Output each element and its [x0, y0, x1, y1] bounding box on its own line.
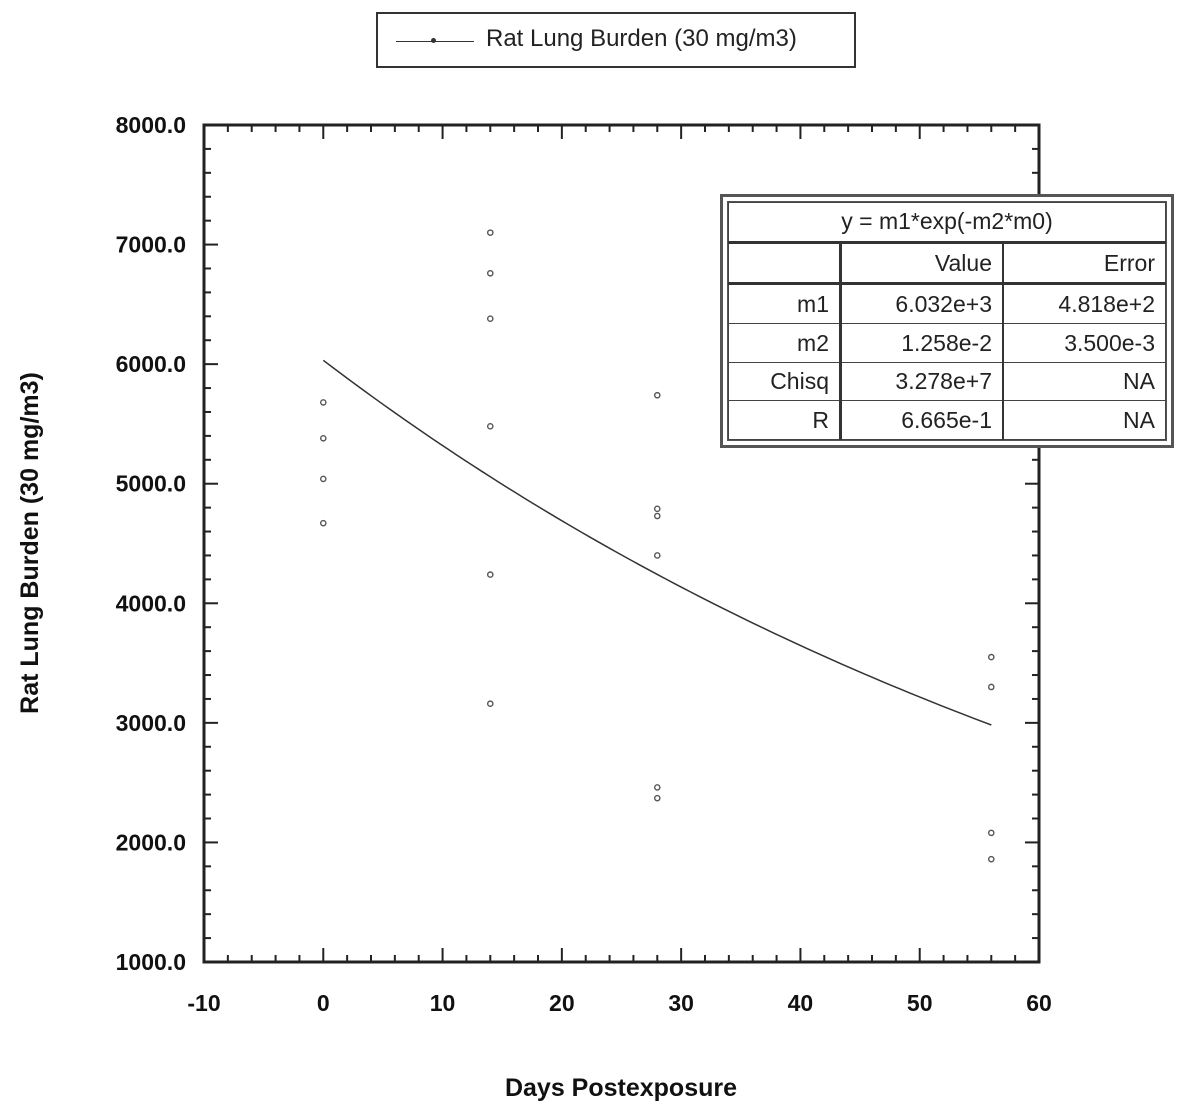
data-point [319, 475, 327, 483]
data-point [486, 315, 494, 323]
fit-param-name: R [728, 400, 842, 440]
data-point [987, 829, 995, 837]
data-point [319, 519, 327, 527]
fit-row: m1 6.032e+3 4.818e+2 [728, 283, 1166, 325]
fit-param-name: m2 [728, 323, 842, 363]
data-point [653, 505, 661, 513]
data-point [486, 229, 494, 236]
fit-param-value: 1.258e-2 [840, 323, 1004, 363]
y-tick-label: 7000.0 [116, 232, 186, 258]
y-tick-label: 4000.0 [116, 590, 186, 616]
fit-header-blank [728, 241, 842, 286]
fit-param-value: 6.032e+3 [840, 283, 1004, 325]
data-point [486, 571, 494, 578]
data-point [987, 855, 995, 863]
data-point [653, 784, 661, 791]
x-tick-labels: -10 0 10 20 30 40 50 60 [187, 990, 1051, 1016]
data-point [319, 399, 327, 406]
y-tick-label: 8000.0 [116, 112, 186, 138]
x-tick-label: 30 [668, 990, 694, 1016]
x-axis-label: Days Postexposure [505, 1074, 737, 1102]
data-point [486, 423, 494, 430]
data-point [653, 552, 661, 559]
fit-param-error: NA [1002, 361, 1166, 402]
fit-param-value: 3.278e+7 [840, 361, 1004, 402]
y-axis-label: Rat Lung Burden (30 mg/m3) [16, 372, 44, 714]
fit-header-value: Value [840, 241, 1004, 286]
data-point [653, 391, 661, 399]
fit-param-value: 6.665e-1 [840, 400, 1004, 440]
y-tick-label: 2000.0 [116, 829, 186, 855]
fit-results-table: y = m1*exp(-m2*m0) Value Error m1 6.032e… [720, 194, 1174, 448]
x-tick-label: 0 [317, 990, 330, 1016]
x-tick-label: 40 [788, 990, 814, 1016]
fit-param-error: NA [1002, 400, 1166, 440]
fit-row: Chisq 3.278e+7 NA [728, 361, 1166, 402]
x-tick-label: 50 [907, 990, 933, 1016]
fit-row: m2 1.258e-2 3.500e-3 [728, 323, 1166, 363]
fit-table: y = m1*exp(-m2*m0) Value Error m1 6.032e… [728, 202, 1166, 440]
fit-row: R 6.665e-1 NA [728, 400, 1166, 440]
data-point [987, 653, 995, 661]
fit-param-error: 3.500e-3 [1002, 323, 1166, 363]
fit-equation: y = m1*exp(-m2*m0) [728, 202, 1166, 244]
fit-curve [322, 359, 992, 726]
legend-label: Rat Lung Burden (30 mg/m3) [486, 25, 797, 52]
data-point [653, 512, 661, 520]
legend-marker-swatch [431, 38, 436, 43]
y-tick-label: 1000.0 [116, 949, 186, 975]
fit-header-error: Error [1002, 241, 1166, 286]
data-point [653, 794, 661, 802]
data-point [319, 434, 327, 442]
y-tick-labels: 1000.0 2000.0 3000.0 4000.0 5000.0 6000.0 7000… [116, 112, 186, 975]
y-tick-label: 5000.0 [116, 471, 186, 497]
y-tick-label: 3000.0 [116, 710, 186, 736]
data-point [987, 683, 995, 691]
fit-param-name: m1 [728, 283, 842, 325]
x-tick-label: -10 [187, 990, 220, 1016]
x-tick-label: 10 [430, 990, 456, 1016]
legend: Rat Lung Burden (30 mg/m3) [376, 12, 856, 68]
data-points [319, 229, 995, 863]
x-tick-label: 60 [1026, 990, 1052, 1016]
data-point [486, 700, 494, 708]
plot-frame [202, 123, 1041, 964]
fit-param-name: Chisq [728, 361, 842, 402]
x-tick-label: 20 [549, 990, 575, 1016]
fit-param-error: 4.818e+2 [1002, 283, 1166, 325]
y-tick-label: 6000.0 [116, 351, 186, 377]
data-point [486, 269, 494, 277]
